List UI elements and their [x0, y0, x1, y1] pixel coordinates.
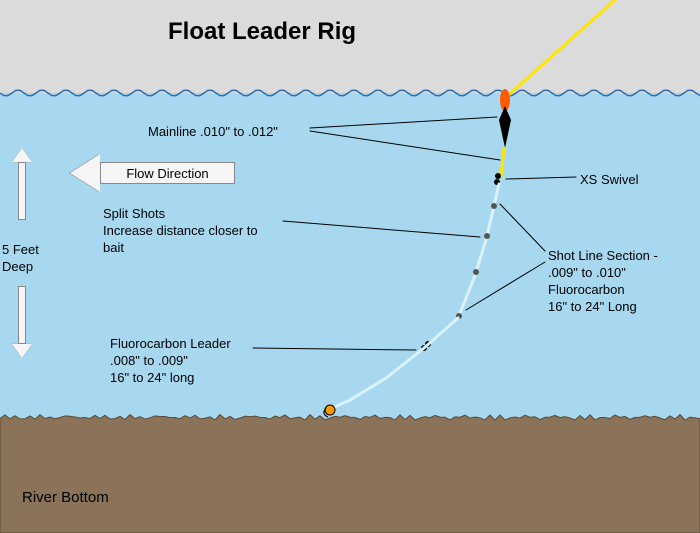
- depth-arrow-up-head: [12, 148, 32, 162]
- callout-shot-line: Shot Line Section -.009" to .010"Fluoroc…: [548, 248, 658, 316]
- flow-direction-label: Flow Direction: [101, 163, 234, 185]
- flow-arrow-head: [70, 154, 100, 192]
- diagram-title: Float Leader Rig: [168, 18, 356, 46]
- depth-arrow-up-shaft: [18, 162, 26, 220]
- riverbottom-label: River Bottom: [22, 488, 109, 508]
- depth-arrow-down-shaft: [18, 286, 26, 344]
- callout-xs-swivel: XS Swivel: [580, 172, 639, 189]
- depth-arrow-down-head: [12, 344, 32, 358]
- depth-label: 5 FeetDeep: [2, 242, 39, 276]
- flow-direction-arrow: Flow Direction: [100, 162, 235, 184]
- callout-leader: Fluorocarbon Leader.008" to .009"16" to …: [110, 336, 231, 387]
- callout-split-shots: Split ShotsIncrease distance closer toba…: [103, 206, 258, 257]
- callout-mainline: Mainline .010" to .012": [148, 124, 278, 141]
